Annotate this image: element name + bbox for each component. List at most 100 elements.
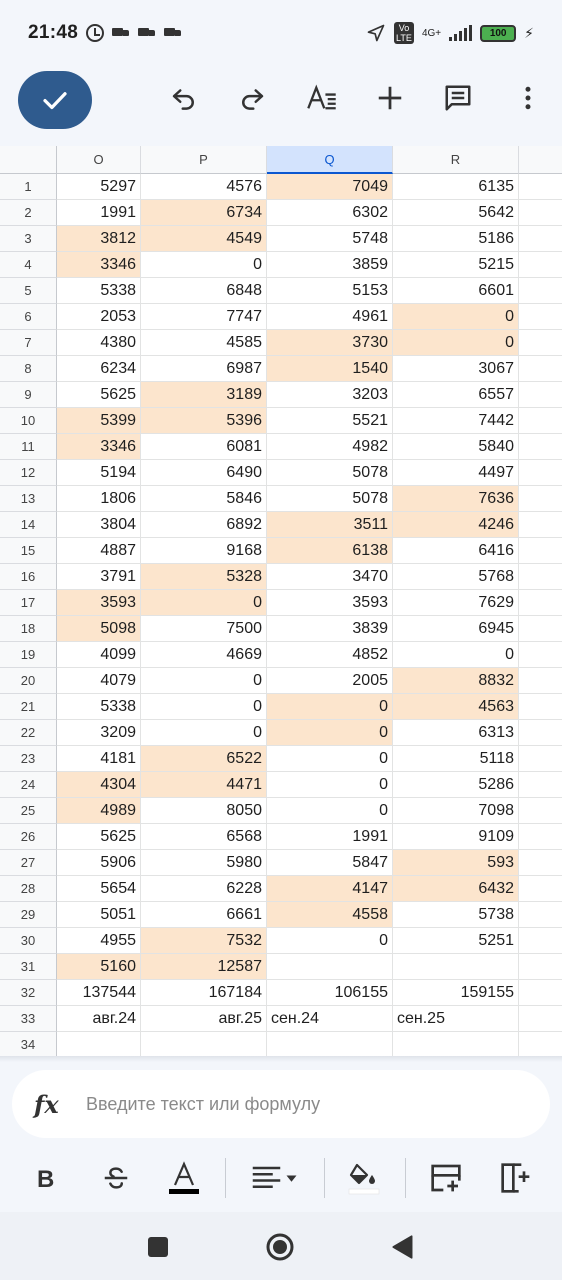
cell-r[interactable]: 5286 <box>393 772 519 798</box>
insert-column-button[interactable] <box>496 1158 536 1198</box>
row-header[interactable]: 17 <box>0 590 57 616</box>
redo-button[interactable] <box>234 80 270 116</box>
recent-apps-button[interactable] <box>143 1232 173 1262</box>
cell-p[interactable]: 7747 <box>141 304 267 330</box>
cell-o[interactable]: 137544 <box>57 980 141 1006</box>
cell-r[interactable]: 6135 <box>393 174 519 200</box>
row-header[interactable]: 24 <box>0 772 57 798</box>
cell-q[interactable]: 106155 <box>267 980 393 1006</box>
cell-next[interactable] <box>519 382 562 408</box>
cell-q[interactable]: 2005 <box>267 668 393 694</box>
cell-next[interactable] <box>519 174 562 200</box>
row-header[interactable]: 11 <box>0 434 57 460</box>
cell-p[interactable]: 3189 <box>141 382 267 408</box>
cell-r[interactable]: 593 <box>393 850 519 876</box>
cell-o[interactable]: 4955 <box>57 928 141 954</box>
cell-next[interactable] <box>519 330 562 356</box>
cell-next[interactable] <box>519 954 562 980</box>
fill-color-button[interactable] <box>344 1158 384 1198</box>
cell-q[interactable]: 3511 <box>267 512 393 538</box>
cell-r[interactable]: 7442 <box>393 408 519 434</box>
row-header[interactable]: 9 <box>0 382 57 408</box>
cell-r[interactable]: 7629 <box>393 590 519 616</box>
row-header[interactable]: 14 <box>0 512 57 538</box>
cell-next[interactable] <box>519 694 562 720</box>
more-options-button[interactable] <box>510 80 546 116</box>
cell-o[interactable]: 5625 <box>57 824 141 850</box>
cell-next[interactable] <box>519 824 562 850</box>
cell-next[interactable] <box>519 538 562 564</box>
cell-q[interactable]: 4558 <box>267 902 393 928</box>
cell-q[interactable]: 5153 <box>267 278 393 304</box>
cell-q[interactable]: 3859 <box>267 252 393 278</box>
cell-next[interactable] <box>519 980 562 1006</box>
cell-p[interactable]: 7532 <box>141 928 267 954</box>
row-header[interactable]: 25 <box>0 798 57 824</box>
spreadsheet-grid[interactable]: O P Q R 1 5297 4576 7049 6135 2 1991 6734 6302 56… <box>0 146 562 1062</box>
row-header[interactable]: 8 <box>0 356 57 382</box>
cell-o[interactable]: 5051 <box>57 902 141 928</box>
cell-q[interactable]: 6138 <box>267 538 393 564</box>
cell-r[interactable]: 0 <box>393 330 519 356</box>
cell-q[interactable]: 0 <box>267 928 393 954</box>
cell-p[interactable]: 0 <box>141 720 267 746</box>
cell-o[interactable] <box>57 1032 141 1058</box>
cell-next[interactable] <box>519 226 562 252</box>
cell-next[interactable] <box>519 408 562 434</box>
cell-q[interactable]: 5748 <box>267 226 393 252</box>
cell-r[interactable]: 8832 <box>393 668 519 694</box>
cell-p[interactable]: 6734 <box>141 200 267 226</box>
row-header[interactable]: 28 <box>0 876 57 902</box>
column-header-r[interactable]: R <box>393 146 519 174</box>
cell-p[interactable]: 6490 <box>141 460 267 486</box>
cell-r[interactable]: 4246 <box>393 512 519 538</box>
cell-q[interactable]: 7049 <box>267 174 393 200</box>
cell-p[interactable]: 0 <box>141 694 267 720</box>
row-header[interactable]: 31 <box>0 954 57 980</box>
cell-r[interactable]: 6557 <box>393 382 519 408</box>
cell-next[interactable] <box>519 278 562 304</box>
cell-next[interactable] <box>519 720 562 746</box>
cell-p[interactable]: 0 <box>141 252 267 278</box>
cell-p[interactable]: 4549 <box>141 226 267 252</box>
cell-next[interactable] <box>519 200 562 226</box>
cell-r[interactable]: 5840 <box>393 434 519 460</box>
cell-r[interactable]: 7098 <box>393 798 519 824</box>
column-header-q[interactable]: Q <box>267 146 393 174</box>
cell-next[interactable] <box>519 460 562 486</box>
cell-q[interactable]: 3730 <box>267 330 393 356</box>
row-header[interactable]: 29 <box>0 902 57 928</box>
row-header[interactable]: 32 <box>0 980 57 1006</box>
row-header[interactable]: 12 <box>0 460 57 486</box>
cell-o[interactable]: авг.24 <box>57 1006 141 1032</box>
column-header-p[interactable]: P <box>141 146 267 174</box>
cell-p[interactable]: 5328 <box>141 564 267 590</box>
cell-next[interactable] <box>519 564 562 590</box>
row-header[interactable]: 20 <box>0 668 57 694</box>
cell-q[interactable]: 4852 <box>267 642 393 668</box>
cell-o[interactable]: 5399 <box>57 408 141 434</box>
cell-o[interactable]: 4079 <box>57 668 141 694</box>
row-header[interactable]: 19 <box>0 642 57 668</box>
row-header[interactable]: 2 <box>0 200 57 226</box>
cell-p[interactable]: 0 <box>141 668 267 694</box>
cell-q[interactable]: 0 <box>267 772 393 798</box>
cell-q[interactable]: 0 <box>267 720 393 746</box>
cell-r[interactable]: 5768 <box>393 564 519 590</box>
cell-p[interactable]: 6568 <box>141 824 267 850</box>
insert-button[interactable] <box>372 80 408 116</box>
cell-q[interactable]: 3839 <box>267 616 393 642</box>
cell-p[interactable]: 8050 <box>141 798 267 824</box>
cell-o[interactable]: 3593 <box>57 590 141 616</box>
cell-next[interactable] <box>519 668 562 694</box>
cell-p[interactable]: 6228 <box>141 876 267 902</box>
formula-input[interactable] <box>86 1093 506 1115</box>
row-header[interactable]: 3 <box>0 226 57 252</box>
cell-o[interactable]: 5906 <box>57 850 141 876</box>
cell-o[interactable]: 5338 <box>57 694 141 720</box>
cell-p[interactable]: 6987 <box>141 356 267 382</box>
cell-o[interactable]: 4304 <box>57 772 141 798</box>
cell-o[interactable]: 5297 <box>57 174 141 200</box>
row-header[interactable]: 22 <box>0 720 57 746</box>
row-header[interactable]: 30 <box>0 928 57 954</box>
